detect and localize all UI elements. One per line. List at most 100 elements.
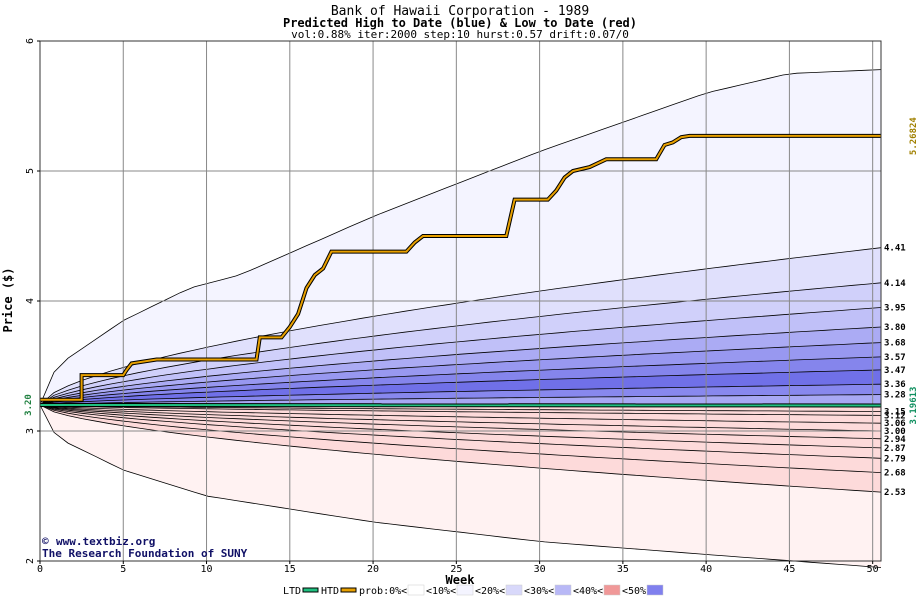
high-band-end-label: 4.41 xyxy=(884,244,906,254)
high-band-9 xyxy=(40,394,881,405)
x-tick-label: 25 xyxy=(450,564,462,575)
high-band-line-8 xyxy=(39,383,882,406)
high-band-1 xyxy=(40,247,881,405)
chart-subtitle: Predicted High to Date (blue) & Low to D… xyxy=(283,16,637,30)
high-band-6 xyxy=(40,356,881,405)
legend-label: LTD xyxy=(283,586,301,597)
credit-line-2: The Research Foundation of SUNY xyxy=(42,547,248,560)
low-band-end-label: 2.94 xyxy=(884,435,906,445)
y-tick-label: 4 xyxy=(25,298,36,304)
x-tick-label: 20 xyxy=(367,564,379,575)
high-band-5 xyxy=(40,342,881,405)
legend: LTD HTD prob:0%< <10%< <20%< <30%< <40%< <50% xyxy=(283,584,664,597)
chart-title: Bank of Hawaii Corporation - 1989 xyxy=(331,4,589,19)
low-band-end-label: 3.00 xyxy=(884,427,906,437)
x-tick-label: 5 xyxy=(120,564,126,575)
low-band-line-7 xyxy=(39,404,882,459)
y-tick-label: 5 xyxy=(25,168,36,174)
high-band-line-1 xyxy=(39,247,882,406)
start-price-label: 3.20 xyxy=(24,394,34,416)
x-tick-label: 35 xyxy=(617,564,629,575)
high-band-2 xyxy=(40,282,881,405)
high-band-end-label: 3.68 xyxy=(884,339,906,349)
x-tick-label: 15 xyxy=(284,564,296,575)
legend-label: prob:0%< xyxy=(359,586,407,597)
high-band-line-0 xyxy=(39,69,882,406)
legend-label: <40%< xyxy=(573,586,603,597)
high-band-end-label: 3.28 xyxy=(884,391,906,401)
legend-swatch xyxy=(554,584,572,596)
credit-line-1: www.textbiz.org xyxy=(56,535,155,548)
grid-lines xyxy=(40,41,881,561)
y-tick-label: 6 xyxy=(25,38,36,44)
x-tick-label: 45 xyxy=(783,564,795,575)
high-band-end-label: 3.47 xyxy=(884,366,906,376)
high-band-line-2 xyxy=(39,282,882,406)
high-band-line-6 xyxy=(39,356,882,406)
legend-label: <20%< xyxy=(475,586,505,597)
legend-swatch xyxy=(646,584,664,596)
series-lines xyxy=(39,133,882,408)
y-tick-label: 2 xyxy=(25,558,36,564)
htd-line xyxy=(40,134,881,401)
y-tick-label: 3 xyxy=(25,428,36,434)
legend-line-swatch xyxy=(340,587,357,593)
low-band-line-5 xyxy=(39,404,882,440)
high-band-7 xyxy=(40,369,881,405)
x-tick-label: 40 xyxy=(700,564,712,575)
high-band-line-4 xyxy=(39,326,882,406)
x-tick-label: 10 xyxy=(201,564,213,575)
legend-swatch xyxy=(603,584,621,596)
low-band-line-2 xyxy=(39,404,882,416)
low-band-line-4 xyxy=(39,404,882,432)
low-band-line-1 xyxy=(39,404,882,412)
legend-swatch xyxy=(456,584,474,596)
low-band-end-label: 2.87 xyxy=(884,444,906,454)
y-axis-label: Price ($) xyxy=(1,267,15,332)
credit-block: © www.textbiz.org The Research Foundatio… xyxy=(42,535,248,560)
low-band-line-0 xyxy=(39,404,882,568)
x-tick-label: 30 xyxy=(534,564,546,575)
high-band-8 xyxy=(40,384,881,405)
high-band-end-label: 3.95 xyxy=(884,304,906,314)
x-tick-label: 50 xyxy=(867,564,879,575)
high-band-line-9 xyxy=(39,394,882,406)
low-band-end-label: 2.68 xyxy=(884,469,906,479)
high-band-line-5 xyxy=(39,342,882,406)
low-band-end-label: 2.53 xyxy=(884,488,906,498)
y-axis-ticks: 2 3 4 5 6 xyxy=(25,38,40,564)
legend-swatch xyxy=(407,584,425,596)
low-band-line-6 xyxy=(39,404,882,449)
x-tick-label: 0 xyxy=(37,564,43,575)
legend-swatch xyxy=(505,584,523,596)
copyright-icon: © xyxy=(42,535,49,548)
low-band-end-label: 3.12 xyxy=(884,411,906,421)
low-band-line-3 xyxy=(39,404,882,424)
ltd-final-label: 3.19613 xyxy=(909,387,919,425)
legend-label: <10%< xyxy=(426,586,456,597)
probability-bands xyxy=(39,41,882,568)
ltd-line xyxy=(39,404,882,407)
high-band-3 xyxy=(40,307,881,405)
low-band-line-8 xyxy=(39,404,882,473)
legend-line-swatch xyxy=(302,587,319,593)
x-axis-label: Week xyxy=(446,573,476,587)
high-band-end-label: 3.36 xyxy=(884,380,906,390)
htd-final-label: 5.26824 xyxy=(909,117,919,156)
high-band-end-label: 3.57 xyxy=(884,353,906,363)
high-band-end-label: 3.80 xyxy=(884,323,906,333)
low-band-end-label: 3.15 xyxy=(884,408,906,418)
x-axis-ticks: 0 5 10 15 20 25 30 35 40 45 50 xyxy=(37,561,879,575)
legend-label: <50% xyxy=(622,586,646,597)
low-band-end-label: 2.79 xyxy=(884,454,906,464)
legend-label: <30%< xyxy=(524,586,554,597)
high-band-line-3 xyxy=(39,307,882,406)
high-band-end-label: 4.14 xyxy=(884,279,906,289)
band-end-labels: 4.41 4.14 3.95 3.80 3.68 3.57 3.47 3.363.28 3.15… xyxy=(884,244,906,498)
low-band-line-9 xyxy=(39,404,882,493)
high-band-line-7 xyxy=(39,369,882,406)
low-band-end-label: 3.06 xyxy=(884,419,906,429)
high-band-4 xyxy=(40,327,881,405)
legend-label: HTD xyxy=(321,586,339,597)
